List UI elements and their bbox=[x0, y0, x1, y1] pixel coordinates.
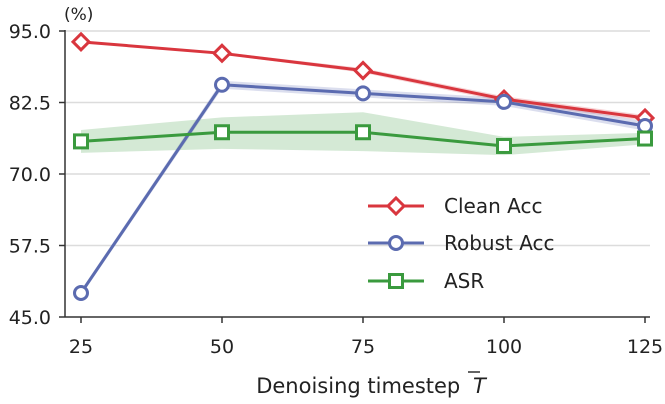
legend-swatch-marker bbox=[388, 273, 404, 289]
y-tick-label: 45.0 bbox=[9, 307, 51, 329]
asr-point bbox=[496, 137, 512, 154]
clean-acc-point bbox=[352, 60, 374, 81]
robust-acc-point bbox=[355, 85, 371, 102]
y-tick-label: 95.0 bbox=[9, 21, 51, 43]
x-tick-label: 75 bbox=[351, 336, 375, 358]
series-markers bbox=[70, 31, 656, 301]
legend-label: Clean Acc bbox=[444, 194, 542, 218]
legend: Clean Acc Robust Acc ASR bbox=[368, 194, 555, 293]
y-tick-label: 70.0 bbox=[9, 164, 51, 186]
x-axis-ticks: 25 50 75 100 125 bbox=[69, 317, 663, 358]
legend-item-robust-acc: Robust Acc bbox=[368, 231, 555, 255]
legend-swatch-marker bbox=[388, 235, 404, 251]
asr-point bbox=[214, 124, 230, 141]
x-tick-label: 100 bbox=[486, 336, 522, 358]
x-axis-title: Denoising timestep T bbox=[256, 371, 488, 398]
asr-point bbox=[355, 124, 371, 141]
robust-acc-point bbox=[214, 76, 230, 93]
asr-point bbox=[637, 130, 653, 147]
clean-acc-point bbox=[211, 43, 233, 64]
clean-acc-point bbox=[70, 31, 92, 52]
y-tick-label: 82.5 bbox=[9, 93, 51, 115]
y-axis-ticks: 45.0 57.5 70.0 82.5 95.0 bbox=[9, 21, 65, 329]
legend-label: ASR bbox=[444, 269, 484, 293]
robust-acc-point bbox=[496, 93, 512, 110]
robust-acc-point bbox=[637, 117, 653, 134]
x-axis-title-text: Denoising timestep bbox=[256, 374, 460, 398]
y-tick-label: 57.5 bbox=[9, 236, 51, 258]
legend-swatch-marker bbox=[385, 195, 407, 217]
x-tick-label: 50 bbox=[210, 336, 234, 358]
legend-item-clean-acc: Clean Acc bbox=[368, 194, 542, 218]
svg-text:Denoising timestep T: Denoising timestep T bbox=[256, 374, 488, 398]
x-tick-label: 25 bbox=[69, 336, 93, 358]
robust-acc-point bbox=[73, 284, 89, 301]
y-axis-unit-label: (%) bbox=[64, 5, 93, 25]
asr-point bbox=[73, 133, 89, 150]
legend-label: Robust Acc bbox=[444, 231, 555, 255]
x-axis-title-symbol: T bbox=[473, 374, 488, 398]
x-tick-label: 125 bbox=[627, 336, 663, 358]
legend-item-asr: ASR bbox=[368, 269, 484, 293]
